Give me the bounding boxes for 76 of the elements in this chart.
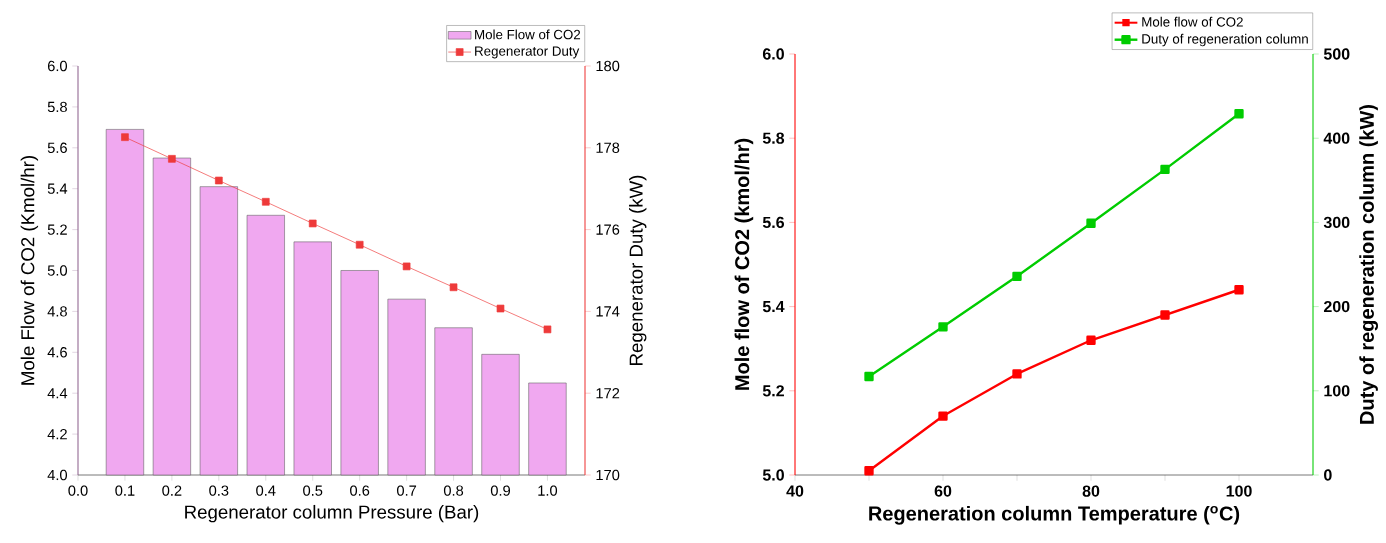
x-tick-label: 60 — [934, 485, 952, 497]
y2-tick-label: 500 — [1323, 48, 1350, 60]
y-tick-label: 4.4 — [47, 388, 68, 399]
point — [1012, 271, 1022, 281]
y-tick-label: 5.4 — [762, 301, 785, 313]
point — [1234, 109, 1244, 119]
y-tick-label: 6.0 — [47, 60, 68, 72]
point — [543, 325, 552, 334]
y-tick-label: 5.2 — [762, 385, 784, 397]
x-tick-label: 0.1 — [115, 485, 135, 496]
x-tick-label: 100 — [1226, 485, 1252, 497]
y2-tick-label: 300 — [1323, 216, 1350, 229]
y2-tick-label: 0 — [1324, 469, 1332, 481]
y-tick-label: 5.8 — [762, 132, 785, 144]
y2-tick-label: 172 — [596, 388, 620, 399]
y2-tick-label: 170 — [596, 469, 620, 481]
x-tick-label: 80 — [1082, 485, 1100, 497]
point — [215, 176, 223, 185]
x-tick-label: 0.0 — [68, 485, 88, 496]
y-tick-label: 4.6 — [47, 347, 67, 358]
point — [1086, 218, 1096, 228]
x-tick-label: 0.2 — [162, 485, 182, 496]
y2-tick-label: 180 — [596, 60, 620, 72]
y-tick-label: 5.4 — [47, 183, 68, 194]
legend-label: Mole Flow of CO2 — [475, 29, 581, 40]
point — [121, 133, 129, 141]
legend-label: Mole flow of CO2 — [1142, 16, 1243, 27]
point — [1160, 310, 1170, 320]
y-tick-label: 4.2 — [47, 428, 67, 440]
y-axis-title: Mole Flow of CO2 (Kmol/hr) — [20, 156, 39, 385]
point — [308, 219, 317, 228]
y2-tick-label: 100 — [1324, 385, 1350, 397]
point — [938, 322, 948, 332]
y2-tick-label: 200 — [1323, 300, 1350, 313]
point — [168, 155, 176, 163]
point — [449, 283, 458, 292]
y-tick-label: 4.8 — [47, 306, 67, 317]
y2-tick-label: 178 — [596, 142, 620, 153]
y2-tick-label: 174 — [596, 306, 620, 317]
y2-tick-label: 176 — [596, 224, 620, 235]
y-tick-label: 5.0 — [47, 265, 68, 276]
point — [261, 197, 270, 206]
y-tick-label: 4.0 — [47, 469, 68, 481]
y2-axis-title: Regenerator Duty (kW) — [629, 175, 647, 365]
point — [1234, 285, 1244, 295]
point — [355, 240, 364, 249]
point — [1086, 335, 1096, 345]
y-tick-label: 5.8 — [47, 101, 67, 113]
x-tick-label: 0.8 — [443, 485, 464, 496]
point — [496, 304, 505, 313]
point — [864, 371, 874, 382]
point — [938, 411, 948, 421]
x-tick-label: 0.7 — [396, 485, 417, 496]
point — [864, 466, 874, 476]
y2-tick-label: 400 — [1323, 132, 1350, 144]
x-tick-label: 0.4 — [256, 485, 276, 496]
x-tick-label: 0.6 — [350, 485, 370, 496]
y-axis-title: Mole flow of CO2 (kmol/hr) — [734, 138, 754, 390]
x-tick-label: 1.0 — [538, 485, 558, 496]
x-axis-title: Regeneration column Temperature ($^{o}$C) — [869, 505, 1240, 525]
x-tick-label: 0.9 — [490, 485, 510, 496]
legend-label: Duty of regeneration column — [1142, 33, 1308, 47]
point — [1160, 164, 1170, 175]
y2-axis-title: Duty of regeneration column (kW) — [1359, 104, 1378, 424]
x-tick-label: 40 — [786, 485, 804, 497]
x-tick-label: 0.3 — [209, 485, 229, 496]
y-tick-label: 6.0 — [762, 48, 784, 60]
y-tick-label: 5.6 — [47, 142, 67, 153]
x-tick-label: 0.5 — [303, 485, 323, 496]
legend-label: Regenerator Duty — [475, 46, 580, 59]
x-axis-title: Regenerator column Pressure (Bar) — [185, 504, 479, 523]
point — [1012, 369, 1022, 379]
y-tick-label: 5.6 — [762, 216, 785, 229]
y-tick-label: 5.2 — [47, 224, 67, 235]
y-tick-label: 5.0 — [762, 469, 784, 481]
point — [402, 262, 411, 271]
